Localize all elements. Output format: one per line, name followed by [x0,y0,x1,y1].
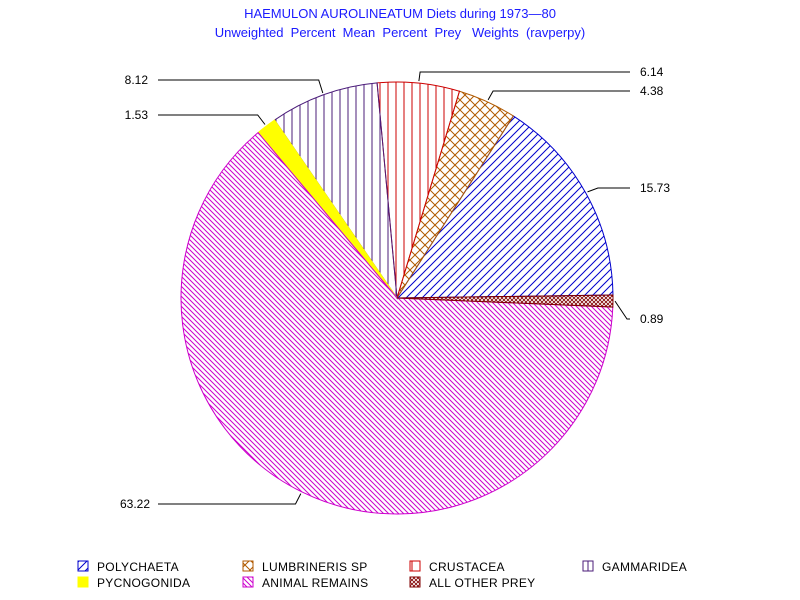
value-label-gammaridea: 8.12 [125,73,149,87]
legend-swatch-all-other-prey [409,576,421,588]
legend-swatch-lumbrineris-sp [242,560,254,572]
value-label-lumbrineris-sp: 4.38 [640,84,664,98]
legend-label-animal-remains: ANIMAL REMAINS [262,576,368,590]
legend-label-gammaridea: GAMMARIDEA [602,560,687,574]
legend-swatch-pycnogonida [77,576,89,588]
legend-label-all-other-prey: ALL OTHER PREY [429,576,535,590]
legend-swatch-polychaeta [77,560,89,572]
chart-title: HAEMULON AUROLINEATUM Diets during 1973—… [244,6,556,21]
value-label-polychaeta: 15.73 [640,181,670,195]
leader-gammaridea [158,79,324,94]
legend-swatch-animal-remains [242,576,254,588]
slice-polychaeta [396,115,614,299]
legend-swatch-gammaridea [582,560,594,572]
legend-label-crustacea: CRUSTACEA [429,560,505,574]
chart-subtitle: Unweighted Percent Mean Percent Prey Wei… [215,25,585,40]
slice-animal-remains [180,131,614,515]
leader-polychaeta [587,187,630,193]
leader-all-other-prey [614,300,630,320]
leader-animal-remains [158,493,302,505]
slice-label-leaders [158,71,630,505]
slice-value-labels: 15.73 4.38 6.14 8.12 1.53 63.22 0.89 [120,65,670,511]
legend-label-lumbrineris-sp: LUMBRINERIS SP [262,560,368,574]
slice-gammaridea [273,82,398,300]
legend-label-pycnogonida: PYCNOGONIDA [97,576,190,590]
value-label-all-other-prey: 0.89 [640,312,664,326]
legend-label-polychaeta: POLYCHAETA [97,560,179,574]
legend-swatch-crustacea [409,560,421,572]
legend: POLYCHAETA LUMBRINERIS SP CRUSTACEA GAMMARI… [77,560,687,590]
value-label-crustacea: 6.14 [640,65,664,79]
value-label-animal-remains: 63.22 [120,497,150,511]
leader-crustacea [418,71,630,82]
slice-all-other-prey [396,294,614,308]
leader-pycnogonida [158,114,266,125]
value-label-pycnogonida: 1.53 [125,108,149,122]
pie-slices [180,81,614,515]
leader-lumbrineris-sp [487,90,630,101]
